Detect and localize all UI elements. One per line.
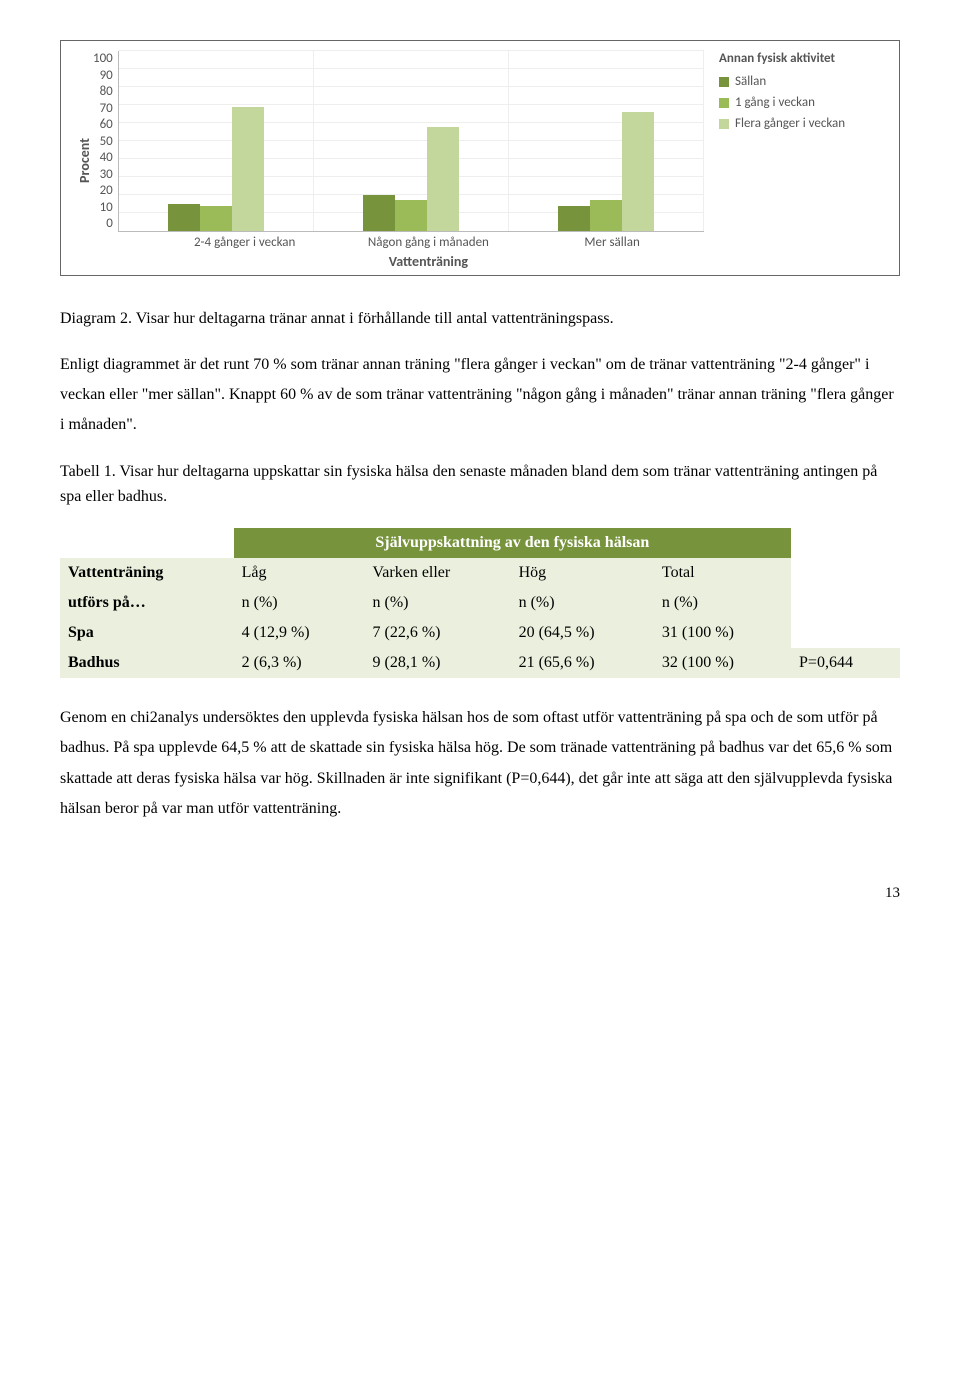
legend-item: Sällan: [719, 74, 889, 89]
x-tick-label: Någon gång i månaden: [337, 232, 521, 250]
table-cell: 21 (65,6 %): [511, 648, 654, 678]
table-cell: 4 (12,9 %): [234, 618, 365, 648]
x-axis-labels: 2-4 gånger i veckanNågon gång i månadenM…: [153, 232, 704, 250]
legend-label: 1 gång i veckan: [735, 95, 815, 110]
table-cell: 31 (100 %): [654, 618, 791, 648]
legend-swatch: [719, 77, 729, 87]
table-caption: Tabell 1. Visar hur deltagarna uppskatta…: [60, 459, 900, 510]
table-col-header: Låg: [234, 558, 365, 588]
bar-group: [509, 51, 704, 231]
table-row-label: Badhus: [60, 648, 234, 678]
y-tick: 20: [93, 183, 113, 198]
bar: [395, 200, 427, 231]
table-col-subheader: n (%): [511, 588, 654, 618]
paragraph-2: Genom en chi2analys undersöktes den uppl…: [60, 703, 900, 825]
y-tick: 70: [93, 101, 113, 116]
table-row: Spa4 (12,9 %)7 (22,6 %)20 (64,5 %)31 (10…: [60, 618, 900, 648]
x-tick-label: 2-4 gånger i veckan: [153, 232, 337, 250]
data-table: Självuppskattning av den fysiska hälsan …: [60, 528, 900, 678]
legend-title: Annan fysisk aktivitet: [719, 51, 889, 66]
table-col-header: Total: [654, 558, 791, 588]
y-tick: 0: [93, 216, 113, 231]
y-tick: 60: [93, 117, 113, 132]
y-tick: 10: [93, 200, 113, 215]
table-col-header: Varken eller: [365, 558, 511, 588]
chart-legend: Annan fysisk aktivitet Sällan 1 gång i ve…: [704, 51, 889, 137]
table-cell: 7 (22,6 %): [365, 618, 511, 648]
diagram-caption: Diagram 2. Visar hur deltagarna tränar a…: [60, 306, 900, 332]
table-cell: 2 (6,3 %): [234, 648, 365, 678]
x-axis-title: Vattenträning: [153, 253, 704, 270]
bar: [363, 195, 395, 231]
y-axis-ticks: 100 9080 7060 5040 3020 100: [93, 51, 118, 231]
bar: [200, 206, 232, 231]
x-tick-label: Mer sällan: [520, 232, 704, 250]
table-extra-cell: [791, 618, 900, 648]
legend-item: Flera gånger i veckan: [719, 116, 889, 131]
legend-label: Flera gånger i veckan: [735, 116, 845, 131]
table-cell: 20 (64,5 %): [511, 618, 654, 648]
bar: [168, 204, 200, 231]
table-row: Badhus2 (6,3 %)9 (28,1 %)21 (65,6 %)32 (…: [60, 648, 900, 678]
table-rowhead-bottom: utförs på…: [60, 588, 234, 618]
bar: [558, 206, 590, 231]
page-number: 13: [60, 885, 900, 902]
table-col-subheader: n (%): [234, 588, 365, 618]
y-tick: 30: [93, 167, 113, 182]
table-cell: 32 (100 %): [654, 648, 791, 678]
legend-label: Sällan: [735, 74, 766, 89]
bar-chart: Procent 100 9080 7060 5040 3020 100 2-4 gånge…: [60, 40, 900, 276]
legend-item: 1 gång i veckan: [719, 95, 889, 110]
table-extra-cell: P=0,644: [791, 648, 900, 678]
plot-area: [118, 51, 704, 232]
table-header-title: Självuppskattning av den fysiska hälsan: [234, 528, 791, 558]
y-tick: 90: [93, 68, 113, 83]
legend-swatch: [719, 119, 729, 129]
table-row-label: Spa: [60, 618, 234, 648]
table-rowhead-top: Vattenträning: [60, 558, 234, 588]
y-tick: 50: [93, 134, 113, 149]
bar: [590, 200, 622, 231]
bar: [427, 127, 459, 231]
table-col-header: Hög: [511, 558, 654, 588]
y-tick: 80: [93, 84, 113, 99]
y-axis-label: Procent: [71, 138, 93, 183]
legend-swatch: [719, 98, 729, 108]
bar-group: [314, 51, 509, 231]
bar: [622, 112, 654, 231]
table-col-subheader: n (%): [654, 588, 791, 618]
bar: [232, 107, 264, 231]
table-col-subheader: n (%): [365, 588, 511, 618]
table-cell: 9 (28,1 %): [365, 648, 511, 678]
y-tick: 40: [93, 150, 113, 165]
paragraph-1: Enligt diagrammet är det runt 70 % som t…: [60, 350, 900, 441]
bar-group: [119, 51, 314, 231]
y-tick: 100: [93, 51, 113, 66]
